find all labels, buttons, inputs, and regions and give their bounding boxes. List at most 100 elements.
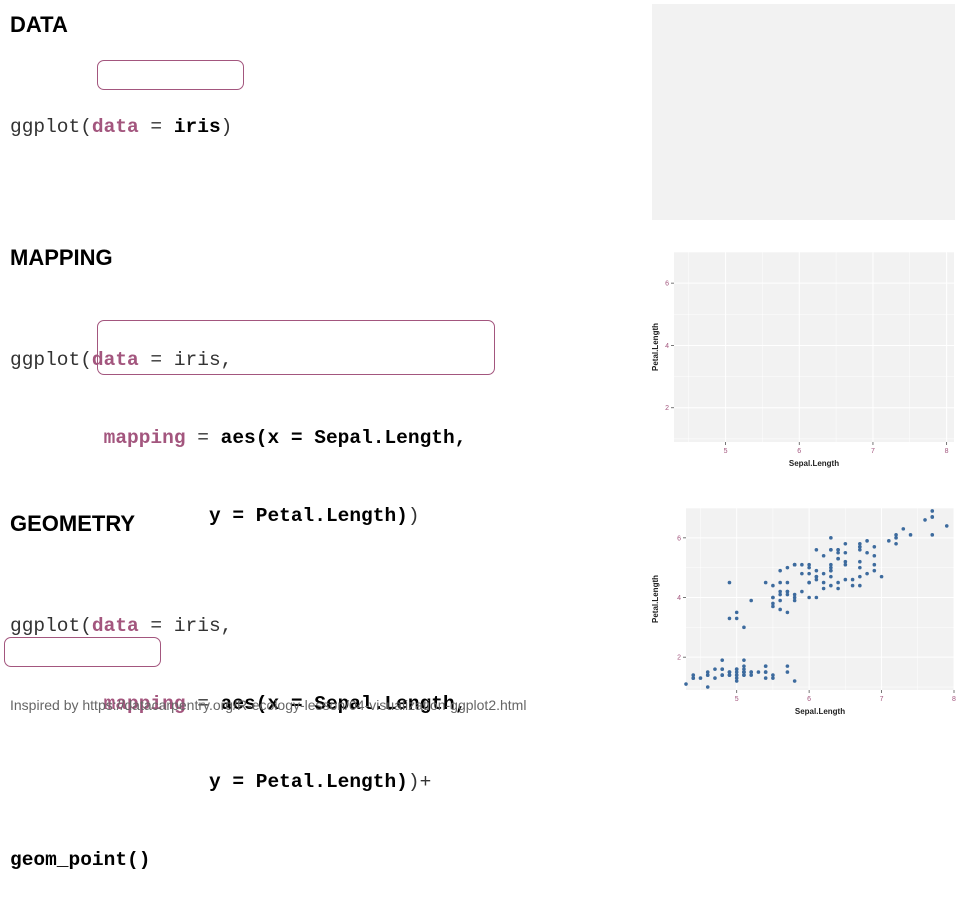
code-keyword-mapping: mapping [103,693,186,715]
data-point [742,664,746,668]
code-value-iris: iris, [173,615,233,637]
data-point [778,580,782,585]
data-point [713,676,717,680]
data-point [691,676,696,680]
data-point [829,583,833,588]
data-point [814,574,819,579]
x-tick-label: 6 [807,696,811,703]
data-point [792,595,797,600]
data-point [749,670,753,674]
data-point [792,562,797,567]
data-point [829,568,833,573]
x-axis-label: Sepal.Length [789,459,839,468]
data-point [734,673,739,677]
data-point [705,673,710,677]
code-fn: ggplot( [10,615,92,637]
data-point [742,670,746,674]
data-point [785,610,790,615]
data-point [734,667,739,671]
data-point [836,586,840,591]
data-point [879,574,884,579]
y-tick-label: 2 [665,405,669,412]
data-point [930,509,935,513]
data-point [807,565,811,570]
data-point [785,589,790,594]
y-axis-label: Petal.Length [651,323,660,371]
data-point [872,568,877,573]
code-fn: ggplot( [10,116,92,138]
x-tick-label: 6 [797,448,801,455]
code-aes-x: aes(x = Sepal.Length, [220,693,467,715]
data-point [800,562,804,567]
data-point [778,568,782,573]
code-equals: = [185,427,221,449]
code-plus: + [419,771,432,793]
data-point [778,592,782,597]
code-line: mapping = aes(x = Sepal.Length, [10,691,467,717]
x-tick-label: 7 [880,696,884,703]
data-point [713,667,717,671]
data-point [720,658,725,662]
data-point [923,518,927,522]
data-point [872,562,877,567]
code-line: ggplot(data = iris) [10,114,232,140]
data-point [756,670,761,674]
data-point [843,542,848,546]
data-point [930,515,935,519]
data-point [843,559,848,564]
data-point [771,604,775,609]
data-point [778,589,782,594]
code-geom-point: geom_point() [10,849,151,871]
code-indent [10,771,209,793]
code-equals: = [138,349,174,371]
data-point [814,547,819,552]
plot-axes-only: 5 6 7 8 2 4 6 Sepal.Length Petal.Length [648,250,956,470]
code-paren: ) [407,771,420,793]
code-block-geometry: ggplot(data = iris, mapping = aes(x = Se… [10,561,466,899]
data-point [742,667,746,671]
data-point [850,583,855,588]
plot-empty-panel [652,4,955,220]
data-point [858,559,862,564]
data-point [742,625,746,630]
data-point [829,562,833,567]
data-point [800,571,804,576]
data-point [894,533,898,537]
footer-credit: Inspired by https://datacarpentry.org/R-… [10,697,527,713]
data-point [771,601,775,606]
data-point [829,565,833,570]
code-line: mapping = aes(x = Sepal.Length, [10,425,467,451]
data-point [698,676,703,680]
highlight-box-geometry [4,637,161,667]
y-tick-label: 6 [665,281,669,288]
plot-panel [674,252,954,442]
x-tick-label: 7 [871,448,875,455]
data-point [742,658,746,662]
y-tick-label: 2 [677,655,681,662]
data-point [771,673,775,677]
code-equals: = [138,116,174,138]
data-point [792,598,797,603]
section-heading-mapping: MAPPING [10,245,113,270]
code-paren: ) [407,505,420,527]
data-point [843,550,848,555]
data-point [944,524,949,528]
code-line: geom_point() [10,847,466,873]
code-indent [10,427,104,449]
data-point [843,577,848,582]
x-tick-label: 5 [724,448,728,455]
code-keyword-mapping: mapping [103,427,186,449]
data-point [771,595,775,600]
y-tick-label: 4 [665,343,669,350]
code-block-mapping: ggplot(data = iris, mapping = aes(x = Se… [10,295,466,555]
x-tick-label: 5 [735,696,739,703]
data-point [821,571,826,576]
data-point [814,595,819,600]
data-point [858,565,862,570]
data-point [785,580,790,585]
data-point [814,568,819,573]
y-axis-label: Petal.Length [651,575,660,623]
data-point [858,583,862,588]
data-point [778,598,782,603]
code-fn: ggplot( [10,349,92,371]
